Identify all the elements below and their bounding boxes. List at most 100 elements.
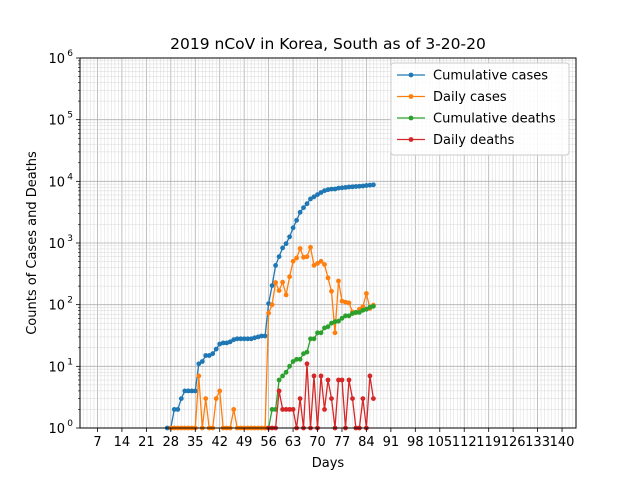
- data-point: [196, 373, 202, 379]
- data-point: [304, 254, 310, 260]
- data-point: [290, 407, 296, 412]
- data-point: [336, 377, 341, 383]
- data-point: [294, 356, 299, 362]
- x-tick-label: 70: [309, 435, 326, 450]
- data-point: [357, 183, 362, 189]
- data-point: [294, 217, 299, 223]
- data-point: [311, 373, 317, 379]
- x-tick-label: 112: [452, 435, 477, 450]
- y-axis-title: Counts of Cases and Deaths: [25, 151, 40, 335]
- legend-item: Cumulative deaths: [397, 112, 556, 127]
- x-tick-label: 126: [501, 435, 526, 450]
- data-point: [217, 388, 223, 394]
- series-cumulative-cases: [164, 182, 376, 431]
- x-tick-label: 21: [138, 435, 155, 450]
- data-point: [350, 396, 355, 401]
- data-point: [304, 349, 310, 355]
- data-point: [360, 396, 366, 401]
- data-point: [276, 254, 282, 259]
- data-point: [210, 351, 216, 357]
- data-point: [287, 363, 292, 369]
- data-point: [329, 288, 334, 294]
- data-point: [192, 388, 198, 394]
- x-tick-label: 133: [525, 435, 550, 450]
- legend-item: Cumulative cases: [397, 69, 548, 84]
- data-point: [199, 359, 205, 364]
- y-tick-label: 10: [48, 175, 65, 190]
- data-point: [266, 310, 271, 316]
- data-point: [273, 280, 278, 285]
- legend-item: Daily deaths: [397, 133, 515, 148]
- data-point: [283, 292, 289, 298]
- y-tick-exponent: 1: [67, 357, 73, 367]
- data-point: [182, 388, 188, 394]
- data-point: [262, 333, 268, 339]
- data-point: [346, 300, 352, 306]
- data-point: [343, 313, 348, 319]
- data-point: [329, 396, 334, 401]
- data-point: [318, 258, 324, 264]
- data-point: [241, 336, 247, 342]
- data-point: [301, 205, 306, 211]
- data-point: [269, 283, 275, 288]
- data-point: [290, 225, 296, 231]
- y-tick-label: 10: [48, 360, 65, 375]
- data-point: [371, 396, 376, 401]
- data-point: [297, 246, 303, 251]
- data-point: [276, 388, 282, 394]
- data-point: [280, 245, 285, 251]
- y-tick-exponent: 5: [67, 111, 73, 121]
- x-tick-label: 7: [93, 435, 101, 450]
- data-point: [287, 274, 292, 280]
- data-point: [329, 186, 334, 192]
- x-tick-label: 56: [260, 435, 277, 450]
- data-point: [196, 361, 202, 367]
- data-point: [371, 303, 376, 309]
- y-tick-exponent: 6: [67, 49, 73, 59]
- data-point: [294, 255, 299, 261]
- data-point: [353, 184, 359, 189]
- data-point: [203, 396, 209, 401]
- legend-marker: [408, 94, 414, 99]
- x-axis: 7 14 21 28 35 42 49 56 63 70 77 84 91 98 105 112 119 126 1…: [93, 428, 574, 450]
- data-point: [276, 377, 282, 383]
- data-point: [234, 336, 240, 342]
- data-point: [336, 318, 341, 324]
- data-point: [280, 407, 285, 412]
- legend: Cumulative cases Daily cases Cumulative de…: [390, 62, 570, 156]
- y-tick-label: 10: [48, 422, 65, 437]
- y-tick-exponent: 4: [67, 172, 73, 182]
- data-point: [357, 310, 362, 315]
- data-point: [280, 373, 285, 379]
- legend-marker: [408, 72, 414, 78]
- data-point: [346, 184, 352, 190]
- data-point: [339, 185, 345, 191]
- data-point: [367, 182, 373, 188]
- x-tick-label: 14: [114, 435, 131, 450]
- data-point: [336, 185, 341, 191]
- data-point: [332, 319, 338, 325]
- data-point: [213, 396, 219, 401]
- legend-item: Daily cases: [397, 90, 507, 105]
- data-point: [189, 388, 195, 394]
- x-tick-label: 35: [187, 435, 204, 450]
- data-point: [360, 183, 366, 189]
- chart-title: 2019 nCoV in Korea, South as of 3-20-20: [170, 35, 486, 53]
- data-point: [322, 262, 327, 267]
- data-point: [322, 407, 327, 412]
- data-point: [283, 407, 289, 412]
- data-point: [269, 407, 275, 412]
- data-point: [290, 258, 296, 264]
- data-point: [315, 192, 320, 198]
- data-point: [308, 244, 313, 250]
- data-point: [346, 313, 352, 319]
- legend-label: Cumulative cases: [433, 69, 548, 84]
- y-tick-label: 10: [48, 114, 65, 129]
- x-tick-label: 42: [211, 435, 228, 450]
- x-axis-title: Days: [312, 456, 345, 471]
- data-point: [364, 183, 369, 188]
- data-point: [175, 407, 181, 412]
- data-point: [336, 278, 341, 284]
- x-tick-label: 28: [163, 435, 180, 450]
